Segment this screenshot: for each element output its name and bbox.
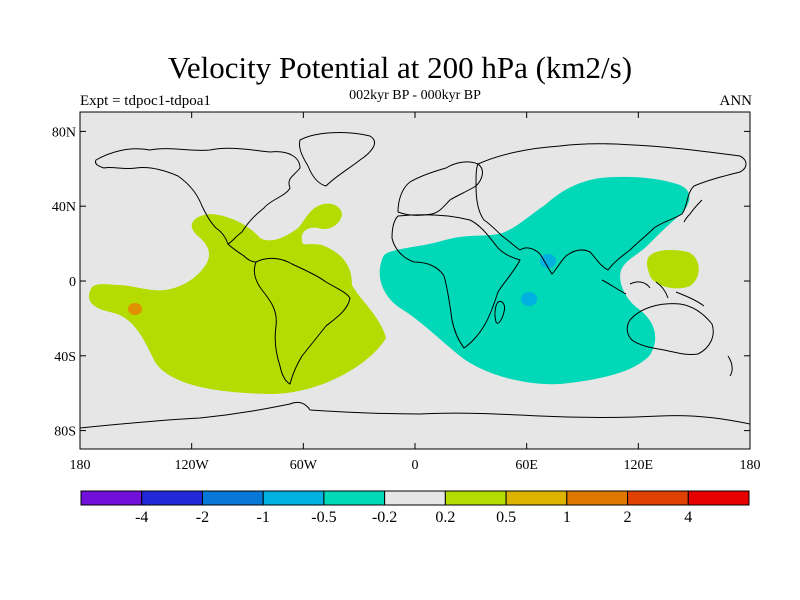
colorbar-swatch [566,490,629,506]
map-subtitle: 002kyr BP - 000kyr BP [349,88,481,103]
positive-anomaly-west-pacific [646,250,699,289]
colorbar: -4 -2 -1 -0.5 -0.2 0.2 0.5 1 2 4 [80,490,750,526]
colorbar-swatch [444,490,507,506]
colorbar-swatch [505,490,568,506]
lon-tick-label: 60W [290,458,318,473]
lon-tick-label: 0 [412,458,419,473]
lat-tick-label: 0 [69,275,76,290]
lon-tick-label: 180 [70,458,91,473]
coast-australia [626,303,714,355]
coast-south-america [253,257,351,385]
lon-tick-label: 120W [175,458,210,473]
colorbar-label: -1 [257,509,270,526]
coast-maritime-continent [601,279,705,307]
colorbar-swatch [141,490,203,506]
colorbar-label: 2 [624,509,632,526]
colorbar-swatch [80,490,143,506]
lat-tick-label: 40N [52,200,76,215]
contour-fill-layer [88,176,699,394]
lon-tick-label: 180 [740,458,761,473]
colorbar-label: -2 [196,509,209,526]
colorbar-swatch [627,490,689,506]
colorbar-swatch [687,490,750,506]
coast-central-america [227,243,257,263]
coast-asia [475,143,747,275]
experiment-label: Expt = tdpoc1-tdpoa1 [80,93,211,109]
lat-tick-label: 80S [54,425,76,440]
lon-tick-label: 60E [515,458,538,473]
colorbar-label: -4 [135,509,148,526]
longitude-axis: 180 120W 60W 0 60E 120E 180 [70,112,761,473]
colorbar-swatch [384,490,446,506]
colorbar-label: 0.5 [496,509,516,526]
lon-tick-label: 120E [624,458,654,473]
strong-positive-spot-pacific [128,303,142,315]
positive-anomaly-americas [88,203,387,394]
coast-africa [391,214,521,349]
coast-greenland [299,132,375,187]
colorbar-label: 4 [684,509,692,526]
colorbar-label: -0.2 [372,509,397,526]
negative-anomaly-indian-ocean [379,176,690,385]
season-label: ANN [719,93,753,109]
colorbar-label: 0.2 [435,509,455,526]
colorbar-label: 1 [563,509,571,526]
coastlines [80,132,750,429]
coast-antarctica [80,401,750,429]
colorbar-swatch [262,490,325,506]
strong-negative-spot-arabian-sea [540,254,556,268]
coast-new-zealand [727,355,733,377]
coast-europe [397,161,483,216]
map-title: Velocity Potential at 200 hPa (km2/s) [167,50,633,85]
colorbar-swatch [323,490,386,506]
strong-negative-spot-indian-ocean [521,292,537,306]
colorbar-swatch [201,490,264,506]
coast-madagascar [494,301,505,324]
latitude-axis: 80N 40N 0 40S 80S [52,125,750,440]
coast-north-america [95,147,301,245]
lat-tick-label: 80N [52,125,76,140]
lat-tick-label: 40S [54,350,76,365]
coast-japan [683,199,703,223]
colorbar-label: -0.5 [311,509,336,526]
